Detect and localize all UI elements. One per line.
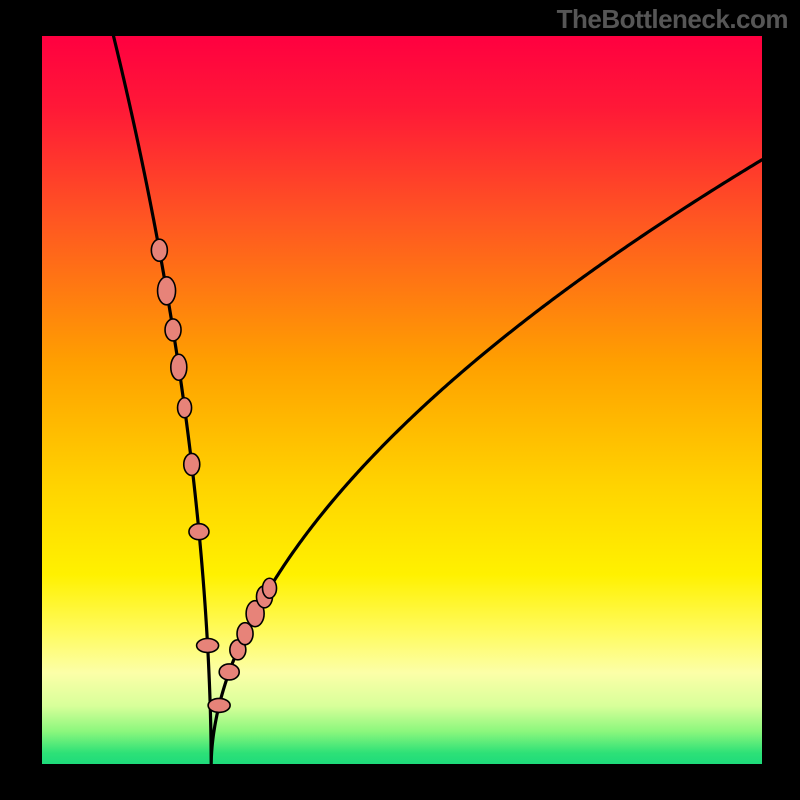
curve-marker xyxy=(158,277,176,305)
curve-marker xyxy=(263,578,277,598)
curve-marker xyxy=(237,623,253,645)
curve-marker xyxy=(178,398,192,418)
curve-marker xyxy=(165,319,181,341)
watermark-text: TheBottleneck.com xyxy=(557,4,788,35)
curve-marker xyxy=(219,664,239,680)
curve-marker xyxy=(171,354,187,380)
curve-marker xyxy=(184,453,200,475)
curve-marker xyxy=(189,524,209,540)
bottleneck-curve xyxy=(114,36,762,764)
curve-marker xyxy=(197,639,219,653)
curve-marker xyxy=(151,239,167,261)
chart-frame: TheBottleneck.com xyxy=(0,0,800,800)
plot-area xyxy=(42,36,762,764)
curve-layer xyxy=(42,36,762,764)
curve-marker xyxy=(208,698,230,712)
